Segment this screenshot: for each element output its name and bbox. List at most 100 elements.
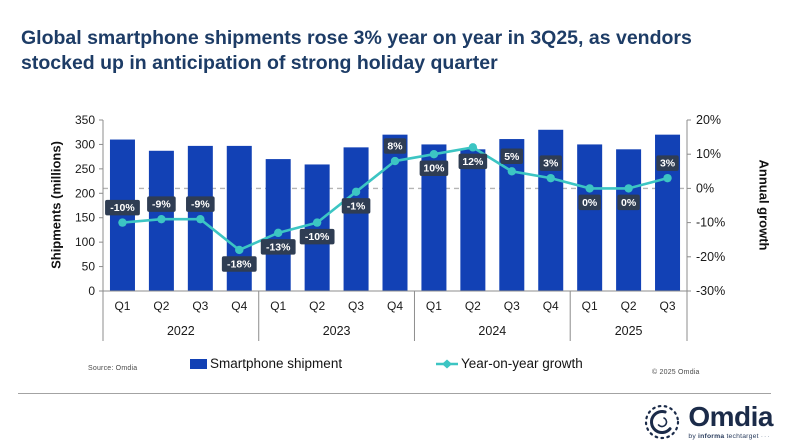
left-axis-tick-label: 0 bbox=[88, 284, 95, 298]
quarter-label: Q3 bbox=[504, 299, 520, 313]
growth-label-box bbox=[147, 196, 176, 212]
bar bbox=[148, 150, 174, 291]
omdia-logo-text: Omdia by informa techtarget ··· bbox=[688, 400, 773, 440]
omdia-logo: Omdia by informa techtarget ··· bbox=[642, 401, 773, 441]
right-axis-tick-label: -30% bbox=[696, 284, 725, 298]
quarter-label: Q3 bbox=[348, 299, 364, 313]
growth-point bbox=[546, 173, 555, 183]
legend-item-growth: Year-on-year growth bbox=[436, 356, 583, 371]
growth-label: -10% bbox=[305, 231, 330, 243]
legend-label-shipment: Smartphone shipment bbox=[210, 356, 343, 371]
quarter-label: Q4 bbox=[543, 299, 559, 313]
left-axis-tick-label: 250 bbox=[75, 162, 95, 176]
growth-label-box bbox=[578, 194, 601, 211]
growth-label: -10% bbox=[110, 202, 135, 214]
growth-label-box bbox=[419, 160, 449, 176]
growth-label: -9% bbox=[191, 199, 210, 211]
bar bbox=[577, 144, 603, 291]
bar bbox=[616, 149, 642, 291]
tagline-brand: informa bbox=[698, 432, 725, 440]
legend-item-shipment: Smartphone shipment bbox=[190, 356, 342, 371]
quarter-label: Q1 bbox=[582, 299, 598, 313]
copyright-note: © 2025 Omdia bbox=[652, 369, 700, 376]
source-note: Source: Omdia bbox=[88, 365, 138, 372]
growth-label-box bbox=[617, 194, 640, 211]
left-axis-title: Shipments (millions) bbox=[49, 141, 64, 269]
quarter-label: Q1 bbox=[270, 299, 286, 313]
bar bbox=[226, 145, 252, 291]
bar bbox=[304, 164, 330, 291]
right-axis-tick-label: -20% bbox=[696, 250, 725, 264]
year-label: 2022 bbox=[167, 324, 195, 338]
growth-point bbox=[235, 245, 244, 255]
growth-point bbox=[118, 218, 127, 227]
growth-label: 12% bbox=[462, 156, 484, 168]
growth-label: 0% bbox=[582, 197, 598, 209]
growth-point bbox=[468, 143, 478, 152]
omdia-logo-tagline: by informa techtarget ··· bbox=[688, 433, 773, 440]
growth-label: 0% bbox=[621, 197, 637, 209]
quarter-label: Q4 bbox=[231, 299, 247, 313]
right-axis-tick-label: 0% bbox=[696, 181, 714, 195]
growth-label: -13% bbox=[266, 241, 291, 253]
year-label: 2024 bbox=[478, 324, 506, 338]
bar bbox=[460, 149, 486, 291]
quarter-label: Q2 bbox=[153, 299, 169, 313]
growth-point bbox=[663, 173, 672, 183]
omdia-logo-wordmark: Omdia bbox=[688, 400, 773, 432]
bar-legend-swatch-icon bbox=[190, 358, 207, 369]
growth-point bbox=[390, 156, 400, 166]
growth-point bbox=[624, 184, 633, 193]
bar bbox=[655, 134, 681, 291]
bar bbox=[499, 139, 525, 291]
right-axis-title: Annual growth bbox=[757, 160, 772, 251]
left-axis-tick-label: 100 bbox=[75, 235, 95, 249]
growth-point bbox=[585, 184, 594, 193]
left-axis-tick-label: 300 bbox=[75, 137, 95, 151]
quarter-label: Q1 bbox=[114, 299, 130, 313]
growth-label: 10% bbox=[423, 163, 445, 175]
growth-label-box bbox=[539, 155, 562, 171]
growth-point bbox=[196, 214, 205, 224]
growth-label-box bbox=[383, 138, 407, 154]
year-label: 2025 bbox=[615, 324, 643, 338]
growth-point bbox=[351, 187, 361, 197]
quarter-label: Q2 bbox=[309, 299, 325, 313]
growth-label-box bbox=[260, 239, 296, 255]
page-title: Global smartphone shipments rose 3% year… bbox=[21, 27, 692, 75]
growth-point bbox=[312, 218, 322, 227]
growth-label: 3% bbox=[543, 158, 559, 170]
quarter-label: Q1 bbox=[426, 299, 442, 313]
growth-label-box bbox=[500, 148, 523, 165]
quarter-label: Q2 bbox=[465, 299, 481, 313]
bar bbox=[265, 159, 291, 291]
quarter-label: Q3 bbox=[192, 299, 208, 313]
bar bbox=[421, 144, 447, 291]
left-axis-tick-label: 50 bbox=[82, 260, 96, 274]
bar bbox=[382, 134, 408, 291]
line-diamond-legend-icon bbox=[436, 359, 458, 368]
right-axis-tick-label: 10% bbox=[696, 147, 721, 161]
tagline-dots-icon: ··· bbox=[760, 432, 771, 440]
growth-label-box bbox=[105, 199, 140, 216]
right-axis-tick-label: -10% bbox=[696, 216, 725, 230]
growth-point bbox=[157, 214, 166, 224]
omdia-logo-icon bbox=[645, 404, 680, 440]
growth-label: -18% bbox=[227, 258, 252, 270]
growth-label: -1% bbox=[347, 200, 366, 212]
bar bbox=[109, 139, 135, 291]
growth-label-box bbox=[186, 196, 215, 212]
growth-line bbox=[122, 146, 668, 252]
legend-label-growth: Year-on-year growth bbox=[461, 356, 583, 371]
growth-label-box bbox=[458, 153, 488, 170]
growth-point bbox=[507, 167, 516, 176]
growth-label: 8% bbox=[387, 141, 403, 153]
tagline-by: by bbox=[688, 432, 696, 440]
bar bbox=[538, 129, 564, 291]
growth-point bbox=[429, 150, 439, 159]
growth-label: 3% bbox=[660, 158, 676, 170]
quarter-label: Q3 bbox=[660, 299, 676, 313]
quarter-label: Q2 bbox=[621, 299, 637, 313]
bar bbox=[343, 147, 369, 291]
